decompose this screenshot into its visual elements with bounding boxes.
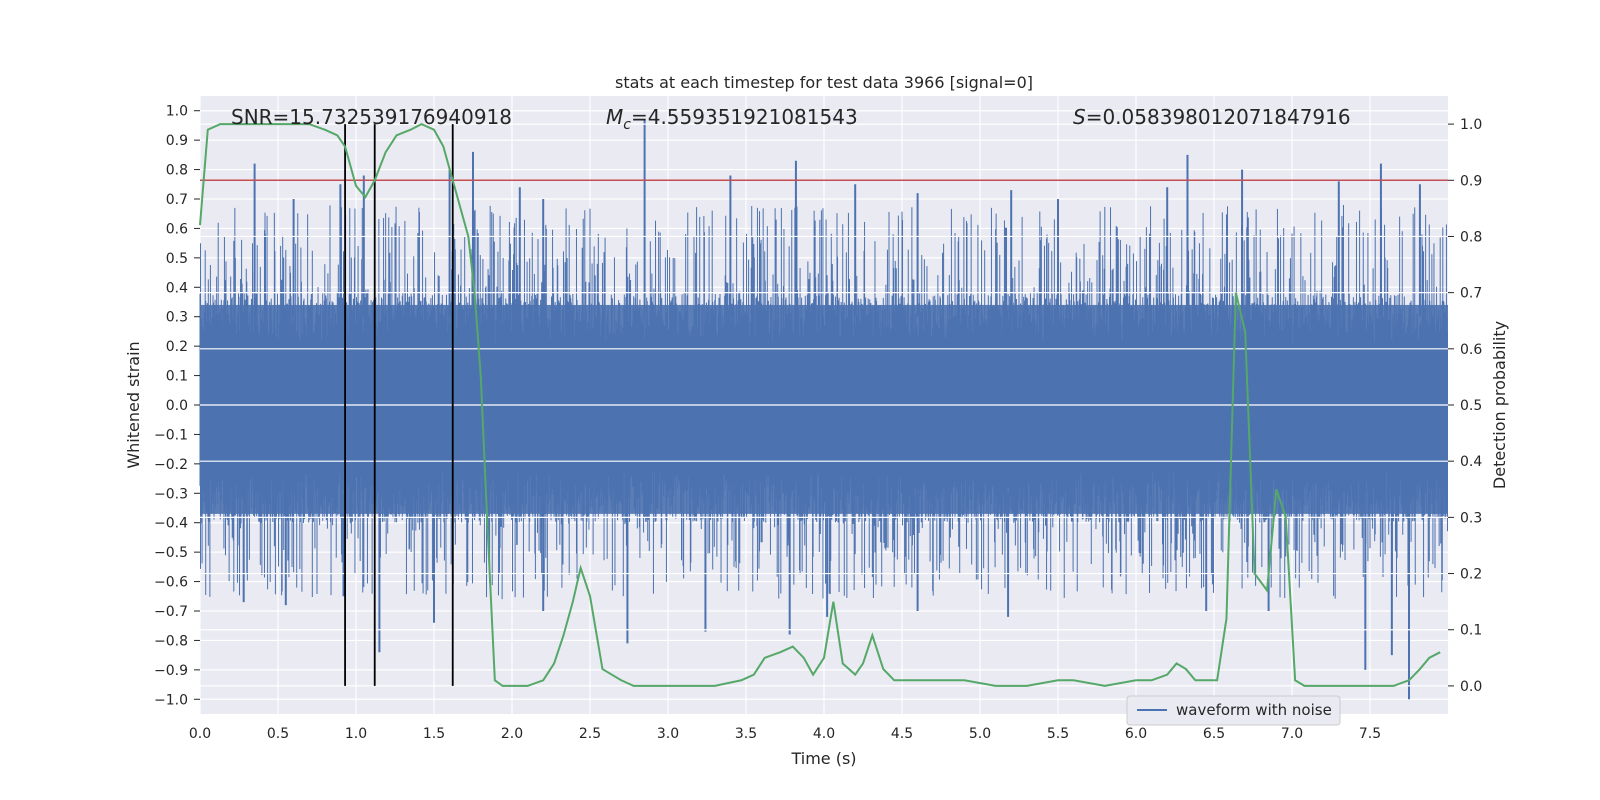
x-tick-label: 3.5 xyxy=(735,726,757,742)
y-tick-label: −0.3 xyxy=(154,486,188,502)
x-tick-label: 0.0 xyxy=(189,726,211,742)
s-symbol: S xyxy=(1073,105,1086,129)
x-axis-label: Time (s) xyxy=(790,749,856,768)
y-tick-label: −0.8 xyxy=(154,633,188,649)
y2-tick-label: 0.2 xyxy=(1460,567,1482,583)
x-tick-label: 4.5 xyxy=(891,726,913,742)
y2-axis-label: Detection probability xyxy=(1490,321,1509,489)
y-tick-label: 0.4 xyxy=(166,280,188,296)
y2-tick-label: 0.1 xyxy=(1460,623,1482,639)
x-tick-label: 2.0 xyxy=(501,726,523,742)
x-tick-label: 6.5 xyxy=(1203,726,1225,742)
y-tick-label: 0.0 xyxy=(166,398,188,414)
s-value: =0.058398012071847916 xyxy=(1086,105,1351,129)
x-tick-label: 2.5 xyxy=(579,726,601,742)
x-tick-label: 0.5 xyxy=(267,726,289,742)
chirp-mass-value: =4.559351921081543 xyxy=(631,105,858,129)
y2-tick-label: 0.6 xyxy=(1460,342,1482,358)
y-tick-label: 0.7 xyxy=(166,192,188,208)
chirp-mass-annotation: Mc=4.559351921081543 xyxy=(606,105,858,133)
y-tick-label: 0.8 xyxy=(166,163,188,179)
x-tick-label: 5.0 xyxy=(969,726,991,742)
chirp-mass-symbol: M xyxy=(606,105,623,129)
y2-tick-label: 0.7 xyxy=(1460,286,1482,302)
legend: waveform with noise xyxy=(1126,695,1341,726)
x-tick-label: 5.5 xyxy=(1047,726,1069,742)
x-tick-label: 3.0 xyxy=(657,726,679,742)
snr-annotation: SNR=15.732539176940918 xyxy=(231,105,512,129)
y2-tick-label: 0.9 xyxy=(1460,173,1482,189)
legend-box xyxy=(1126,695,1341,726)
y-tick-label: 0.6 xyxy=(166,221,188,237)
y-tick-label: −0.2 xyxy=(154,457,188,473)
y2-tick-label: 0.8 xyxy=(1460,229,1482,245)
y2-tick-label: 0.0 xyxy=(1460,679,1482,695)
y-tick-label: 0.2 xyxy=(166,339,188,355)
y2-tick-label: 0.5 xyxy=(1460,398,1482,414)
waveform-series xyxy=(199,119,1448,700)
y-tick-label: 1.0 xyxy=(166,104,188,120)
y2-tick-label: 0.3 xyxy=(1460,510,1482,526)
x-tick-label: 7.5 xyxy=(1359,726,1381,742)
x-tick-label: 1.5 xyxy=(423,726,445,742)
x-tick-label: 6.0 xyxy=(1125,726,1147,742)
y-tick-label: −0.9 xyxy=(154,663,188,679)
y-tick-label: 0.3 xyxy=(166,310,188,326)
y-tick-label: −0.6 xyxy=(154,575,188,591)
legend-label: waveform with noise xyxy=(1176,701,1332,719)
overlay xyxy=(199,122,1448,687)
s-annotation: S=0.058398012071847916 xyxy=(1073,105,1351,129)
y-tick-label: −0.5 xyxy=(154,545,188,561)
y-tick-label: 0.1 xyxy=(166,369,188,385)
waveform-core xyxy=(200,304,1448,514)
y-tick-label: 0.9 xyxy=(166,133,188,149)
y2-tick-label: 0.4 xyxy=(1460,454,1482,470)
chart-title: stats at each timestep for test data 396… xyxy=(615,73,1033,92)
x-tick-label: 1.0 xyxy=(345,726,367,742)
x-tick-label: 7.0 xyxy=(1281,726,1303,742)
axes: 0.0 0.5 1.0 1.5 2.0 2.5 3.0 3.5 4.0 4.5 5.0 5.5 6.0 6… xyxy=(154,104,1482,742)
y-tick-label: −0.1 xyxy=(154,427,188,443)
detection-probability-line xyxy=(199,122,1441,687)
y-tick-label: −1.0 xyxy=(154,692,188,708)
y2-tick-label: 1.0 xyxy=(1460,117,1482,133)
y-tick-label: −0.7 xyxy=(154,604,188,620)
chirp-mass-subscript: c xyxy=(623,117,631,133)
x-tick-label: 4.0 xyxy=(813,726,835,742)
y-tick-label: −0.4 xyxy=(154,516,188,532)
y-axis-label: Whitened strain xyxy=(124,341,143,468)
y-tick-label: 0.5 xyxy=(166,251,188,267)
